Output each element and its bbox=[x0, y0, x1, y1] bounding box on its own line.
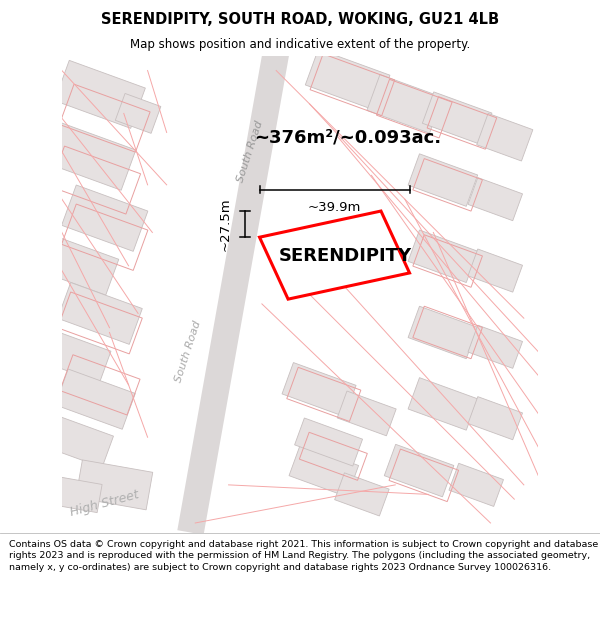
Polygon shape bbox=[408, 306, 478, 359]
Polygon shape bbox=[260, 211, 410, 299]
Polygon shape bbox=[76, 460, 153, 510]
Polygon shape bbox=[55, 61, 145, 128]
Text: ~27.5m: ~27.5m bbox=[219, 198, 232, 251]
Polygon shape bbox=[45, 122, 136, 190]
Polygon shape bbox=[178, 49, 289, 535]
Text: Contains OS data © Crown copyright and database right 2021. This information is : Contains OS data © Crown copyright and d… bbox=[9, 540, 598, 572]
Polygon shape bbox=[289, 444, 359, 497]
Text: SERENDIPITY: SERENDIPITY bbox=[278, 248, 412, 265]
Polygon shape bbox=[49, 417, 113, 468]
Polygon shape bbox=[468, 177, 523, 221]
Polygon shape bbox=[282, 362, 356, 417]
Polygon shape bbox=[295, 418, 362, 466]
Polygon shape bbox=[408, 378, 478, 430]
Polygon shape bbox=[384, 444, 454, 497]
Polygon shape bbox=[422, 92, 492, 144]
Polygon shape bbox=[408, 230, 478, 282]
Polygon shape bbox=[468, 249, 523, 292]
Polygon shape bbox=[477, 113, 533, 161]
Polygon shape bbox=[305, 49, 390, 111]
Text: High Street: High Street bbox=[69, 489, 140, 519]
Polygon shape bbox=[62, 185, 148, 251]
Text: ~376m²/~0.093ac.: ~376m²/~0.093ac. bbox=[254, 128, 441, 146]
Polygon shape bbox=[115, 94, 161, 133]
Polygon shape bbox=[58, 282, 142, 344]
Polygon shape bbox=[43, 236, 119, 295]
Polygon shape bbox=[408, 154, 478, 206]
Polygon shape bbox=[50, 476, 102, 512]
Polygon shape bbox=[337, 391, 396, 436]
Polygon shape bbox=[335, 473, 389, 516]
Polygon shape bbox=[367, 74, 443, 133]
Polygon shape bbox=[449, 463, 503, 506]
Polygon shape bbox=[55, 369, 135, 429]
Polygon shape bbox=[468, 397, 523, 440]
Text: Map shows position and indicative extent of the property.: Map shows position and indicative extent… bbox=[130, 38, 470, 51]
Text: SERENDIPITY, SOUTH ROAD, WOKING, GU21 4LB: SERENDIPITY, SOUTH ROAD, WOKING, GU21 4L… bbox=[101, 12, 499, 28]
Text: ~39.9m: ~39.9m bbox=[308, 201, 361, 214]
Text: South Road: South Road bbox=[235, 119, 265, 184]
Polygon shape bbox=[41, 330, 111, 382]
Text: South Road: South Road bbox=[173, 319, 203, 384]
Polygon shape bbox=[468, 325, 523, 368]
